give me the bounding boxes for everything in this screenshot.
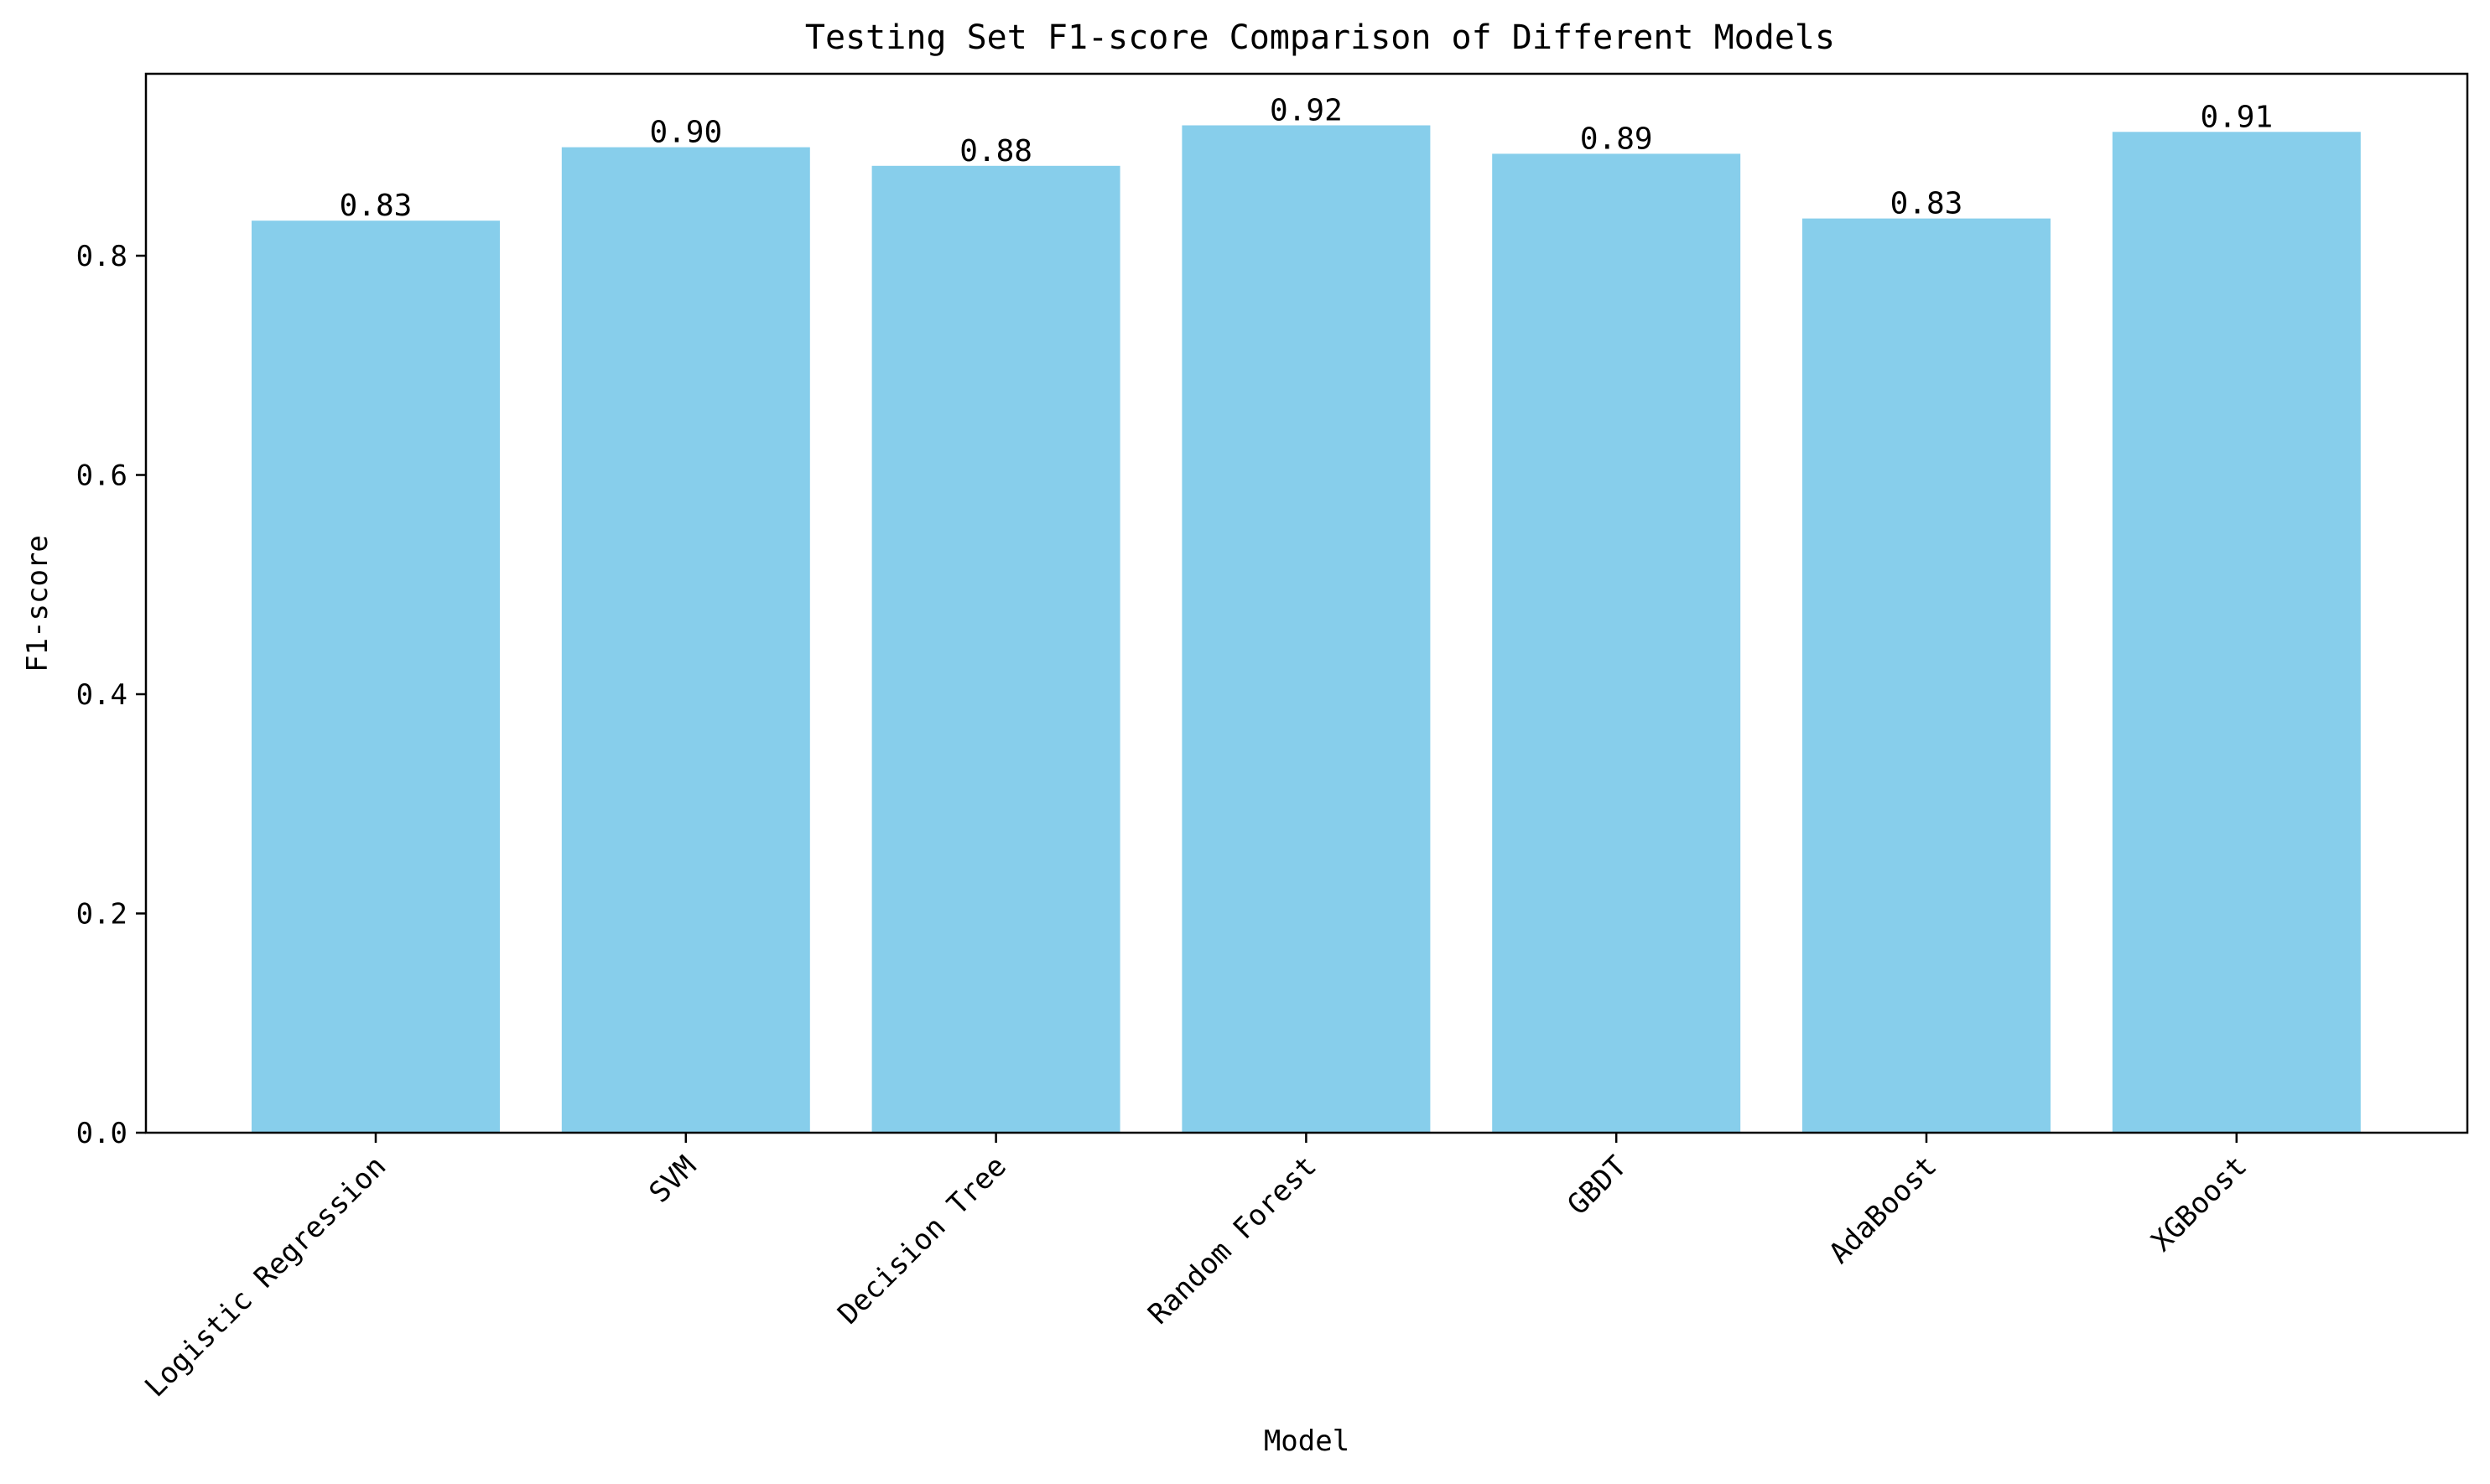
y-tick-label: 0.0 [76, 1117, 127, 1150]
chart-title: Testing Set F1-score Comparison of Diffe… [805, 18, 1835, 57]
bar-logistic-regression [252, 221, 500, 1134]
value-label: 0.83 [1890, 187, 1963, 221]
x-tick-label: Decision Tree [832, 1149, 1013, 1331]
y-axis: 0.0 0.2 0.4 0.6 0.8 [76, 240, 146, 1150]
y-tick-label: 0.8 [76, 240, 127, 273]
x-axis: Logistic Regression SVM Decision Tree Rando… [138, 1133, 2253, 1404]
y-tick-label: 0.6 [76, 459, 127, 493]
x-tick-label: SVM [642, 1149, 703, 1210]
y-tick-label: 0.4 [76, 678, 127, 712]
bar-random-forest [1182, 125, 1431, 1133]
value-labels-layer: 0.83 0.90 0.88 0.92 0.89 0.83 0.91 [340, 94, 2274, 224]
value-label: 0.89 [1580, 122, 1653, 156]
bar-adaboost [1802, 218, 2051, 1134]
value-label: 0.88 [959, 134, 1032, 169]
value-label: 0.91 [2200, 100, 2273, 134]
value-label: 0.92 [1270, 94, 1343, 128]
y-tick-label: 0.2 [76, 898, 127, 931]
bar-xgboost [2112, 132, 2361, 1133]
y-axis-label: F1-score [21, 535, 55, 672]
bar-decision-tree [871, 165, 1120, 1133]
x-tick-label: AdaBoost [1822, 1149, 1943, 1270]
value-label: 0.90 [649, 116, 722, 150]
x-tick-label: GBDT [1561, 1149, 1633, 1222]
x-axis-label: Model [1264, 1424, 1349, 1458]
bar-gbdt [1492, 153, 1741, 1133]
x-tick-label: Logistic Regression [138, 1149, 392, 1404]
x-tick-label: Random Forest [1141, 1149, 1323, 1331]
bar-svm [561, 147, 810, 1134]
bars-layer [252, 125, 2361, 1134]
x-tick-label: XGBoost [2145, 1149, 2254, 1258]
value-label: 0.83 [340, 189, 413, 223]
